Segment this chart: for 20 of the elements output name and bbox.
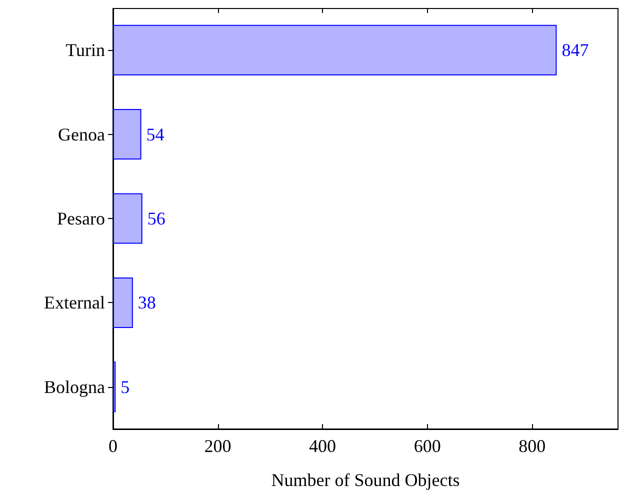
x-tick-label: 200 xyxy=(204,436,232,456)
x-tick-label: 600 xyxy=(414,436,441,456)
y-tick-label: Turin xyxy=(66,40,105,60)
y-tick-label: Bologna xyxy=(44,376,106,397)
x-tick-label: 800 xyxy=(518,436,546,456)
x-tick-label: 400 xyxy=(309,436,336,456)
bar xyxy=(113,109,142,160)
bar xyxy=(113,193,142,244)
y-tick-label: External xyxy=(44,292,105,313)
data-label: 54 xyxy=(146,124,164,144)
data-label: 38 xyxy=(138,292,156,313)
x-tick-label: 0 xyxy=(108,436,118,456)
data-label: 847 xyxy=(562,40,589,60)
bar xyxy=(113,277,133,328)
data-label: 5 xyxy=(120,376,130,397)
bar xyxy=(113,24,557,76)
x-axis-title: Number of Sound Objects xyxy=(271,470,460,490)
data-label: 56 xyxy=(147,208,166,228)
y-tick-label: Pesaro xyxy=(57,208,105,228)
y-tick-label: Genoa xyxy=(58,124,106,144)
